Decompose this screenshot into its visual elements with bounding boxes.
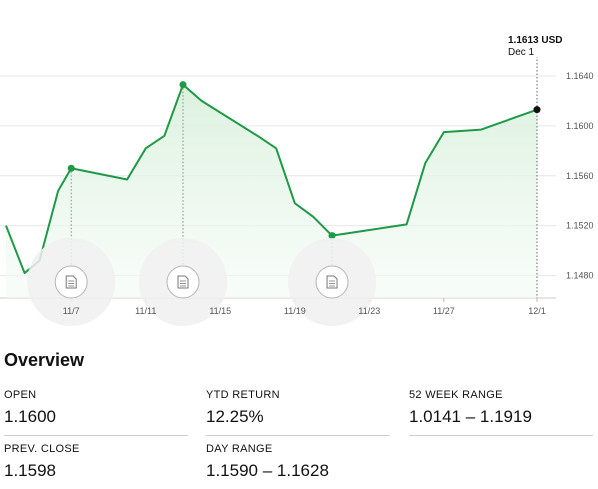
document-icon <box>65 275 77 289</box>
x-tick-label: 11/15 <box>209 306 231 316</box>
stat-label: PREV. CLOSE <box>4 443 80 455</box>
document-icon-page <box>65 275 77 289</box>
document-icon-page <box>177 275 189 289</box>
stat-value: 12.25% <box>206 407 264 426</box>
x-tick-label: 11/19 <box>284 306 306 316</box>
x-tick-label: 11/23 <box>358 306 380 316</box>
y-tick-label: 1.1640 <box>566 71 594 81</box>
document-icon-page <box>326 275 338 289</box>
tooltip-date: Dec 1 <box>508 47 535 58</box>
y-tick-label: 1.1480 <box>566 271 594 281</box>
price-chart[interactable]: 1.1480 1.1520 1.1560 1.1600 1.1640 11/7 11/11 1… <box>0 0 598 335</box>
stat-prev-close: PREV. CLOSE 1.1598 <box>4 443 188 489</box>
stat-label: YTD RETURN <box>206 389 280 401</box>
x-tick-label: 11/27 <box>433 306 455 316</box>
tooltip-box <box>503 32 569 57</box>
x-tick-label: 11/7 <box>63 306 80 316</box>
tooltip-value: 1.1613 USD <box>508 35 562 46</box>
highlight-point <box>67 164 75 172</box>
stat-value: 1.1590 – 1.1628 <box>206 461 329 480</box>
stat-value: 1.0141 – 1.1919 <box>409 407 532 426</box>
price-area <box>6 84 537 298</box>
news-marker[interactable] <box>27 238 116 326</box>
stat-label: OPEN <box>4 389 37 401</box>
overview-title: Overview <box>4 350 85 370</box>
stat-day-range: DAY RANGE 1.1590 – 1.1628 <box>206 443 390 489</box>
highlight-point <box>328 232 336 240</box>
news-marker[interactable] <box>288 238 377 326</box>
document-icon <box>177 275 189 289</box>
highlight-point <box>179 81 187 89</box>
stat-52-week-range: 52 WEEK RANGE 1.0141 – 1.1919 <box>409 389 593 436</box>
y-tick-label: 1.1520 <box>566 221 594 231</box>
x-tick-label: 11/11 <box>135 306 156 316</box>
y-tick-label: 1.1600 <box>566 121 594 131</box>
tooltip-point <box>533 106 541 114</box>
document-icon <box>326 275 338 289</box>
stat-ytd-return: YTD RETURN 12.25% <box>206 389 390 436</box>
stat-label: 52 WEEK RANGE <box>409 389 503 401</box>
x-tick-label: 12/1 <box>528 306 546 316</box>
stat-value: 1.1600 <box>4 407 56 426</box>
stat-label: DAY RANGE <box>206 443 273 455</box>
y-tick-label: 1.1560 <box>566 171 594 181</box>
price-line <box>5 83 538 275</box>
news-marker[interactable] <box>139 238 227 326</box>
stat-value: 1.1598 <box>4 461 56 480</box>
stat-open: OPEN 1.1600 <box>4 389 188 436</box>
